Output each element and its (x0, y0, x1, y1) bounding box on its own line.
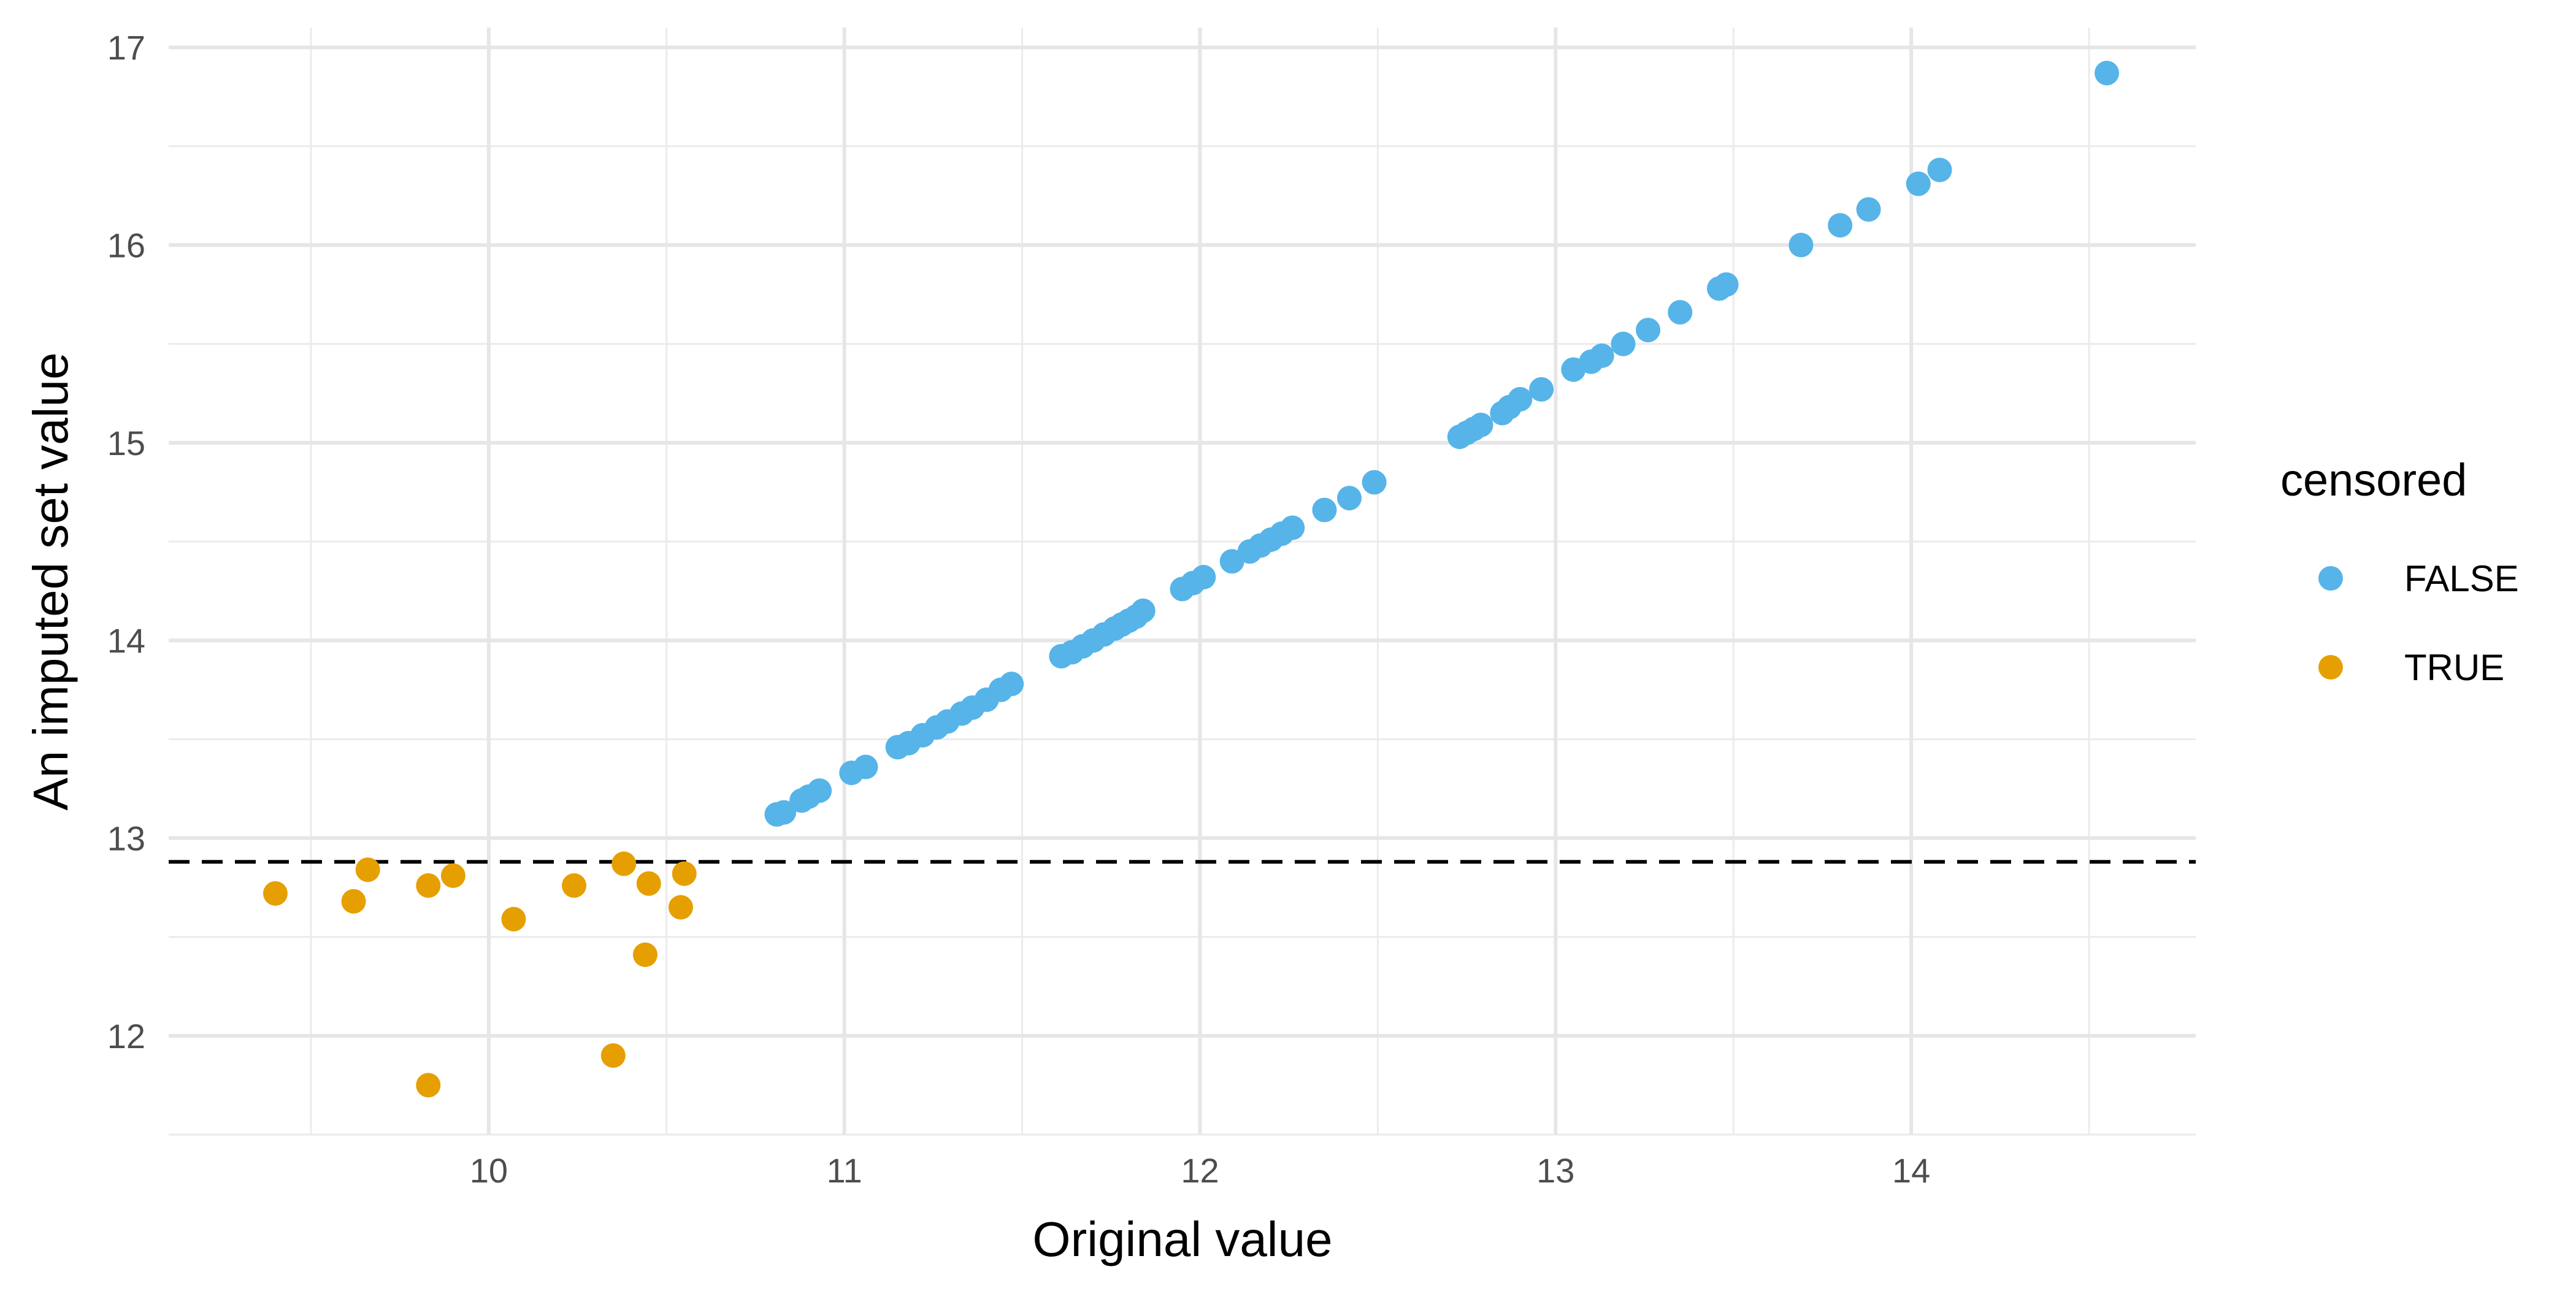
point-true (355, 857, 380, 883)
x-tick-label: 13 (1536, 1151, 1574, 1190)
point-true (416, 1073, 441, 1098)
point-false (999, 672, 1024, 697)
point-false (1529, 377, 1554, 402)
x-tick-label: 14 (1892, 1151, 1930, 1190)
legend-label-true: TRUE (2404, 647, 2504, 688)
point-true (611, 851, 637, 876)
legend-title: censored (2280, 454, 2467, 505)
point-false (1636, 318, 1661, 343)
x-tick-label: 10 (470, 1151, 508, 1190)
y-axis-tick-labels: 12 13 14 15 16 17 (107, 28, 145, 1055)
point-false (1714, 272, 1739, 297)
y-tick-label: 16 (107, 226, 145, 265)
point-false (1191, 565, 1216, 590)
point-true (416, 873, 441, 898)
point-true (672, 861, 697, 886)
point-false (1828, 213, 1853, 238)
point-true (501, 906, 526, 932)
point-false (1906, 171, 1931, 196)
point-false (1337, 486, 1362, 511)
minor-gridlines (169, 28, 2196, 1136)
point-true (562, 873, 586, 898)
x-tick-label: 12 (1181, 1151, 1219, 1190)
x-axis-tick-labels: 10 11 12 13 14 (470, 1151, 1931, 1190)
point-false (1280, 515, 1305, 540)
point-false (853, 754, 878, 780)
point-false (1468, 412, 1493, 437)
point-false (1856, 197, 1881, 222)
point-false (1788, 232, 1814, 258)
y-axis-title: An imputed set value (23, 352, 78, 810)
point-false (1611, 331, 1636, 356)
y-tick-label: 15 (107, 424, 145, 462)
x-tick-label: 11 (827, 1151, 862, 1190)
point-false (1362, 470, 1387, 495)
point-false (1589, 343, 1614, 369)
point-false (772, 800, 797, 825)
legend-key-true (2318, 655, 2343, 680)
y-tick-label: 12 (107, 1017, 145, 1055)
data-points (263, 61, 2120, 1098)
point-false (1927, 158, 1952, 183)
point-true (600, 1043, 626, 1068)
point-false (2095, 61, 2120, 86)
point-true (636, 871, 661, 896)
y-tick-label: 13 (107, 819, 145, 858)
point-false (1668, 300, 1693, 325)
point-true (263, 881, 288, 906)
legend: censored FALSE TRUE (2280, 454, 2519, 688)
x-axis-title: Original value (1032, 1212, 1332, 1266)
point-true (668, 895, 693, 920)
point-false (1508, 386, 1533, 412)
point-false (1130, 598, 1156, 623)
legend-label-false: FALSE (2404, 558, 2519, 599)
point-false (1312, 497, 1337, 523)
point-true (341, 889, 366, 914)
point-true (632, 942, 657, 967)
point-true (440, 863, 466, 888)
y-tick-label: 14 (107, 621, 145, 660)
legend-key-false (2318, 566, 2343, 591)
y-tick-label: 17 (107, 28, 145, 67)
point-false (807, 778, 832, 803)
